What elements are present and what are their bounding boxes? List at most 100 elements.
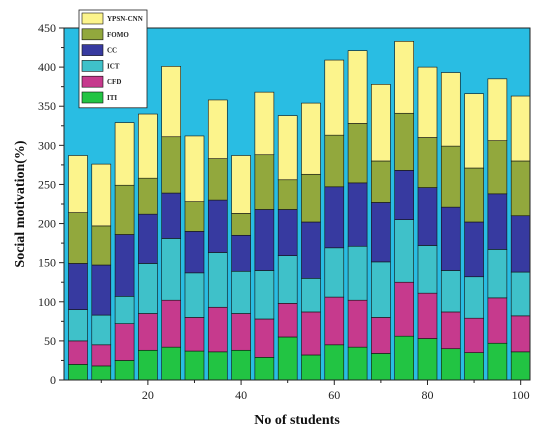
bar-segment-iti <box>254 357 275 381</box>
bar-segment-cfd <box>91 344 112 367</box>
bar-segment-cc <box>301 221 321 279</box>
bar-segment-fomo <box>301 173 321 223</box>
y-tick-label: 50 <box>44 334 56 348</box>
bar-segment-fomo <box>487 140 508 195</box>
bar-segment-fomo <box>68 212 88 264</box>
bar-segment-ypsn-cnn <box>161 66 181 138</box>
bar-segment-fomo <box>417 137 438 188</box>
bar-segment-iti <box>371 353 391 381</box>
bar-segment-ypsn-cnn <box>440 72 461 147</box>
bar-segment-ict <box>68 309 88 342</box>
bar-stacks <box>68 40 531 381</box>
y-tick-label: 350 <box>38 99 56 113</box>
bar-segment-ict <box>161 238 181 301</box>
legend-label: CFD <box>107 78 121 86</box>
bar-segment-ypsn-cnn <box>371 84 391 162</box>
bar-segment-ict <box>207 252 228 308</box>
bar-segment-cfd <box>161 299 181 348</box>
x-axis-title: No of students <box>254 413 340 428</box>
bar-segment-cc <box>138 213 158 264</box>
bar-segment-cfd <box>510 315 531 353</box>
x-tick-label: 20 <box>142 388 154 402</box>
bar-segment-ypsn-cnn <box>487 78 508 141</box>
bar-segment-cc <box>394 170 414 220</box>
bar-segment-fomo <box>324 134 345 188</box>
bar-segment-ict <box>347 245 368 301</box>
x-tick-label: 80 <box>421 388 433 402</box>
bar-segment-fomo <box>394 112 414 171</box>
bar-segment-ypsn-cnn <box>510 95 531 162</box>
y-tick-label: 0 <box>50 373 56 387</box>
bar-segment-ypsn-cnn <box>68 155 88 213</box>
bar-segment-cfd <box>277 303 298 338</box>
bar-segment-cfd <box>394 281 414 337</box>
y-tick-label: 150 <box>38 256 56 270</box>
bar-segment-cfd <box>324 296 345 346</box>
bar-segment-cfd <box>487 297 508 344</box>
legend-label: CC <box>107 47 117 55</box>
bar-segment-ypsn-cnn <box>138 113 158 179</box>
x-axis: 20 40 60 80 100 <box>100 380 530 402</box>
bar-segment-fomo <box>440 145 461 208</box>
legend-label: ICT <box>107 62 120 70</box>
bar-segment-cfd <box>371 317 391 354</box>
bar-segment-iti <box>231 349 251 381</box>
bar-segment-ict <box>487 249 508 299</box>
bar-segment-fomo <box>371 160 391 203</box>
legend-swatch <box>81 91 104 104</box>
bar-segment-cc <box>440 206 461 271</box>
legend-swatch <box>81 75 104 88</box>
legend-swatch <box>81 12 104 25</box>
bar-segment-cfd <box>114 323 135 361</box>
legend: YPSN-CNN FOMO CC ICT CFD ITI <box>78 9 148 109</box>
bar-segment-ict <box>510 271 531 317</box>
bar-segment-ypsn-cnn <box>184 135 205 202</box>
bar-segment-ypsn-cnn <box>347 50 368 124</box>
bar-segment-fomo <box>277 179 298 210</box>
bar-segment-fomo <box>231 213 251 236</box>
bar-segment-fomo <box>184 201 205 232</box>
bar-segment-iti <box>510 351 531 381</box>
bar-segment-ypsn-cnn <box>91 163 112 227</box>
bar-segment-ypsn-cnn <box>277 115 298 181</box>
bar-segment-iti <box>114 360 135 381</box>
bar-segment-cfd <box>184 317 205 352</box>
bar-segment-iti <box>68 364 88 381</box>
bar-segment-cc <box>347 182 368 247</box>
bar-segment-ypsn-cnn <box>464 93 484 169</box>
bar-segment-cc <box>68 263 88 310</box>
bar-segment-ict <box>277 255 298 304</box>
legend-swatch <box>81 28 104 41</box>
bar-segment-cc <box>114 234 135 297</box>
y-tick-label: 450 <box>38 21 56 35</box>
y-axis: 0 50 100 150 200 250 300 350 400 450 <box>38 21 64 387</box>
bar-segment-fomo <box>114 184 135 235</box>
bar-segment-fomo <box>207 158 228 201</box>
bar-segment-ypsn-cnn <box>324 59 345 136</box>
bar-segment-cc <box>371 202 391 263</box>
bar-segment-ypsn-cnn <box>394 40 414 114</box>
bar-segment-cfd <box>68 340 88 365</box>
bar-segment-iti <box>487 342 508 381</box>
bar-segment-iti <box>207 351 228 381</box>
bar-segment-ict <box>371 261 391 318</box>
bar-segment-ict <box>254 270 275 320</box>
bar-segment-cfd <box>440 311 461 350</box>
bar-segment-cfd <box>347 299 368 348</box>
legend-label: ITI <box>107 94 117 102</box>
bar-segment-cfd <box>231 313 251 351</box>
bar-segment-ypsn-cnn <box>231 155 251 214</box>
bar-segment-cfd <box>417 292 438 339</box>
bar-segment-fomo <box>254 154 275 210</box>
bar-segment-cc <box>91 264 112 316</box>
legend-swatch <box>81 44 104 56</box>
bar-segment-iti <box>394 335 414 381</box>
bar-segment-ict <box>464 276 484 319</box>
bar-segment-ict <box>138 263 158 314</box>
x-tick-label: 60 <box>328 388 340 402</box>
bar-segment-cc <box>231 234 251 272</box>
legend-label: YPSN-CNN <box>107 15 143 23</box>
bar-segment-cfd <box>254 318 275 358</box>
y-tick-label: 300 <box>38 138 56 152</box>
